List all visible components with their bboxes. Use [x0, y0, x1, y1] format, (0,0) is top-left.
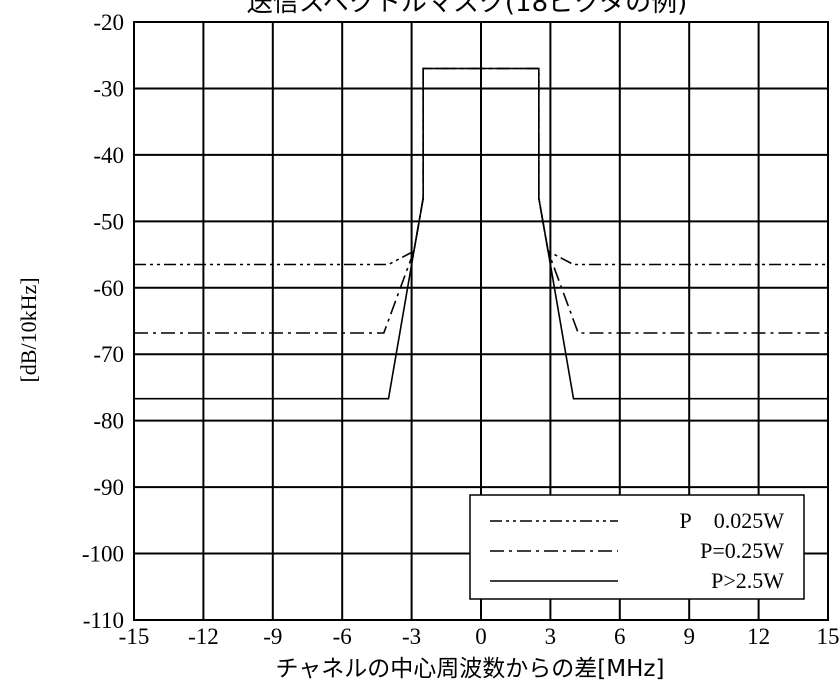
x-tick-label: 3	[545, 624, 557, 649]
x-tick-label: -15	[119, 624, 150, 649]
x-tick-label: 9	[683, 624, 695, 649]
y-tick-label: -60	[93, 276, 124, 301]
legend: P 0.025W P=0.25W P>2.5W	[469, 494, 805, 600]
y-tick-label: -80	[93, 409, 124, 434]
x-tick-label: -9	[263, 624, 282, 649]
x-tick-labels: -15 -12 -9 -6 -3 0 3 6 9 12 15	[119, 624, 840, 649]
y-tick-label: -110	[83, 608, 124, 633]
y-tick-label: -30	[93, 76, 124, 101]
plot-frame	[133, 21, 829, 621]
y-tick-label: -50	[93, 209, 124, 234]
x-tick-label: 12	[747, 624, 770, 649]
x-tick-label: -12	[188, 624, 219, 649]
y-tick-label: -90	[93, 475, 124, 500]
y-tick-label: -40	[93, 143, 124, 168]
x-tick-label: 15	[817, 624, 840, 649]
series-line-1	[134, 67, 828, 266]
legend-label-1: P 0.025W	[680, 508, 785, 533]
legend-label-2: P=0.25W	[700, 538, 784, 563]
x-axis-label: チャネルの中心周波数からの差[MHz]	[276, 656, 665, 682]
series-line-3	[134, 67, 828, 400]
y-tick-label: -70	[93, 342, 124, 367]
x-tick-label: -3	[402, 624, 421, 649]
legend-label-3: P>2.5W	[711, 568, 784, 593]
legend-box	[469, 494, 805, 600]
y-axis-label: [dB/10kHz]	[16, 277, 41, 382]
y-tick-label: -20	[93, 10, 124, 35]
chart-title: 送信スペクトルマスク(18ピクタの例)	[247, 0, 688, 18]
y-tick-labels: -20 -30 -40 -50 -60 -70 -80 -90 -100 -110	[82, 10, 124, 633]
x-tick-label: 6	[614, 624, 626, 649]
y-tick-label: -100	[82, 542, 124, 567]
series-lines	[134, 67, 828, 400]
x-tick-label: -6	[333, 624, 352, 649]
x-tick-label: 0	[475, 624, 487, 649]
